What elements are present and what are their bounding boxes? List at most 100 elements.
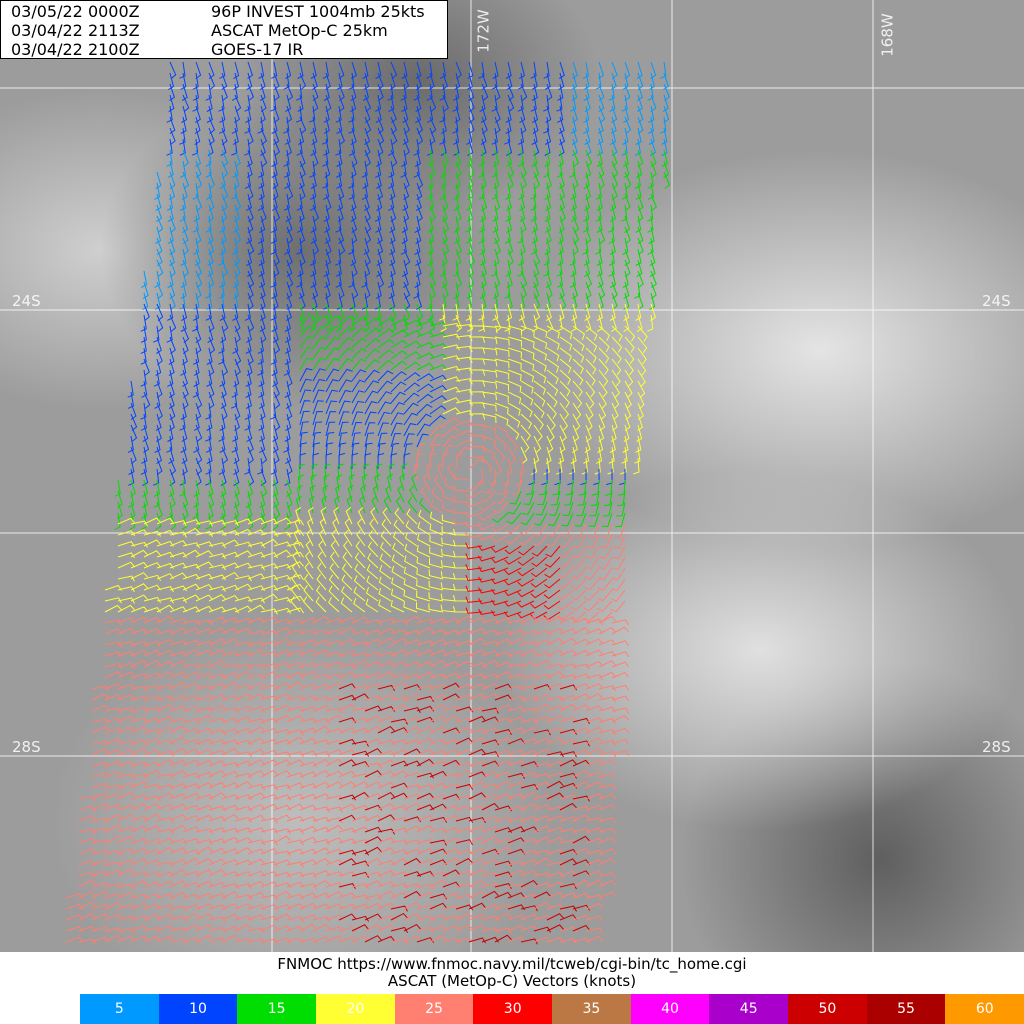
wind-barb bbox=[154, 391, 161, 409]
wind-barb bbox=[273, 105, 280, 124]
wind-barb bbox=[442, 502, 457, 514]
wind-barb bbox=[507, 94, 515, 112]
wind-barb bbox=[116, 490, 123, 509]
wind-barb bbox=[192, 303, 200, 321]
wind-barb bbox=[402, 193, 409, 212]
wind-barb bbox=[544, 567, 561, 579]
wind-barb bbox=[270, 94, 277, 112]
wind-barb bbox=[543, 589, 561, 600]
wind-barb bbox=[286, 479, 292, 498]
wind-barb bbox=[429, 160, 436, 179]
wind-barb bbox=[65, 893, 84, 900]
wind-barb bbox=[517, 248, 524, 266]
wind-barb bbox=[598, 413, 606, 431]
wind-barb bbox=[259, 72, 266, 91]
wind-barb bbox=[596, 149, 603, 167]
wind-barb bbox=[520, 512, 535, 526]
wind-barb bbox=[312, 781, 330, 789]
wind-barb bbox=[338, 303, 345, 321]
wind-barb bbox=[259, 83, 266, 102]
wind-barb bbox=[390, 329, 408, 338]
wind-barb bbox=[257, 116, 264, 134]
wind-barb bbox=[91, 740, 109, 747]
wind-barb bbox=[338, 738, 357, 745]
wind-barb bbox=[637, 270, 644, 288]
wind-barb bbox=[442, 355, 460, 362]
wind-barb bbox=[195, 662, 214, 669]
wind-barb bbox=[650, 281, 657, 299]
wind-barb bbox=[182, 325, 190, 343]
wind-barb bbox=[635, 435, 642, 453]
legend-cell-35: 35 bbox=[552, 994, 631, 1024]
wind-barb bbox=[182, 594, 200, 602]
wind-barb bbox=[455, 839, 473, 846]
wind-barb bbox=[481, 716, 500, 723]
wind-barb bbox=[104, 882, 123, 889]
wind-barb bbox=[416, 303, 424, 321]
wind-barb bbox=[340, 597, 353, 613]
wind-barb bbox=[302, 596, 314, 613]
wind-barb bbox=[598, 880, 616, 888]
wind-barb bbox=[426, 61, 433, 79]
wind-barb bbox=[556, 270, 564, 288]
wind-barb bbox=[582, 215, 589, 233]
wind-barb bbox=[612, 556, 626, 570]
wind-barb bbox=[258, 171, 265, 189]
wind-barb bbox=[478, 523, 496, 531]
wind-barb bbox=[257, 358, 264, 376]
wind-barb bbox=[325, 824, 343, 833]
wind-barb bbox=[442, 426, 460, 437]
wind-barb bbox=[91, 792, 109, 800]
wind-barb bbox=[520, 402, 533, 418]
wind-barb bbox=[247, 870, 266, 877]
wind-barb bbox=[299, 72, 307, 90]
wind-barb bbox=[520, 325, 535, 337]
wind-barb bbox=[338, 127, 346, 145]
wind-barb bbox=[635, 303, 642, 321]
wind-barb bbox=[315, 596, 327, 613]
wind-barb bbox=[182, 606, 200, 613]
wind-barb bbox=[195, 594, 213, 602]
wind-barb bbox=[234, 805, 253, 812]
wind-barb bbox=[129, 479, 136, 498]
wind-barb bbox=[439, 105, 446, 123]
wind-barb bbox=[611, 651, 630, 658]
wind-barb bbox=[182, 549, 200, 558]
wind-barb bbox=[504, 204, 512, 222]
wind-barb bbox=[546, 314, 554, 332]
wind-barb bbox=[312, 806, 330, 813]
wind-barb bbox=[637, 413, 643, 432]
wind-barb bbox=[169, 292, 176, 310]
wind-barb bbox=[312, 357, 327, 371]
wind-barb bbox=[338, 626, 356, 635]
wind-barb bbox=[416, 204, 423, 222]
wind-barb bbox=[413, 138, 420, 156]
wind-barb bbox=[258, 424, 265, 442]
wind-barb bbox=[117, 561, 135, 569]
wind-barb bbox=[156, 314, 164, 332]
wind-barb bbox=[194, 116, 201, 135]
wind-barb bbox=[416, 772, 435, 779]
wind-barb bbox=[490, 610, 509, 617]
wind-barb bbox=[415, 61, 422, 80]
wind-barb bbox=[545, 545, 561, 558]
wind-barb bbox=[182, 171, 190, 189]
wind-barb bbox=[246, 149, 253, 168]
wind-barb bbox=[390, 339, 408, 349]
wind-barb bbox=[195, 814, 213, 822]
wind-barb bbox=[390, 792, 408, 800]
wind-barb-overlay bbox=[0, 0, 1024, 952]
wind-barb bbox=[221, 358, 229, 376]
wind-barb bbox=[351, 740, 369, 747]
wind-barb bbox=[489, 468, 497, 486]
wind-barb bbox=[583, 589, 600, 601]
wind-barb bbox=[312, 336, 328, 349]
wind-barb bbox=[478, 597, 496, 605]
wind-barb bbox=[310, 226, 317, 244]
wind-barb bbox=[273, 859, 292, 866]
wind-barb bbox=[426, 83, 433, 101]
wind-barb bbox=[156, 215, 164, 233]
wind-barb bbox=[286, 893, 305, 900]
wind-barb bbox=[598, 773, 616, 780]
wind-barb bbox=[351, 924, 369, 932]
